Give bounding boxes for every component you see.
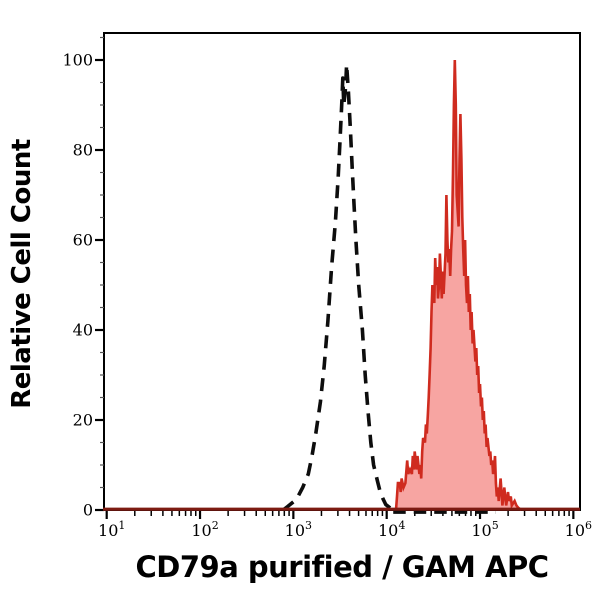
x-tick-label: 106 [565,519,592,540]
y-axis-ticks: 0 20 40 60 80 100 [62,36,104,520]
stained-histogram-fill [396,60,522,510]
y-tick-label: 40 [73,321,93,340]
histogram-curves [103,59,580,514]
control-histogram-dashed-curve [282,62,395,512]
x-axis-title: CD79a purified / GAM APC [136,550,549,584]
y-tick-label: 100 [62,51,93,70]
y-tick-label: 20 [73,411,93,430]
x-tick-label: 104 [378,519,405,540]
x-axis-ticks: 101 102 103 104 105 106 [98,509,592,540]
y-tick-label: 80 [73,141,93,160]
y-axis-title: Relative Cell Count [7,139,37,409]
x-tick-label: 102 [191,519,218,540]
x-tick-label: 101 [98,519,125,540]
x-tick-label: 103 [285,519,312,540]
y-tick-label: 60 [73,231,93,250]
x-tick-label: 105 [471,519,498,540]
stained-histogram-outline [394,59,522,512]
y-tick-label: 0 [83,501,93,520]
